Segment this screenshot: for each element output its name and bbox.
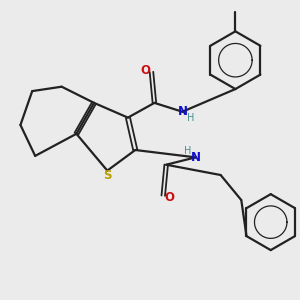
Text: N: N bbox=[177, 105, 188, 118]
Text: N: N bbox=[190, 151, 201, 164]
Text: O: O bbox=[165, 190, 175, 204]
Text: H: H bbox=[184, 146, 191, 156]
Text: S: S bbox=[103, 169, 112, 182]
Text: O: O bbox=[140, 64, 150, 77]
Text: H: H bbox=[187, 113, 194, 123]
